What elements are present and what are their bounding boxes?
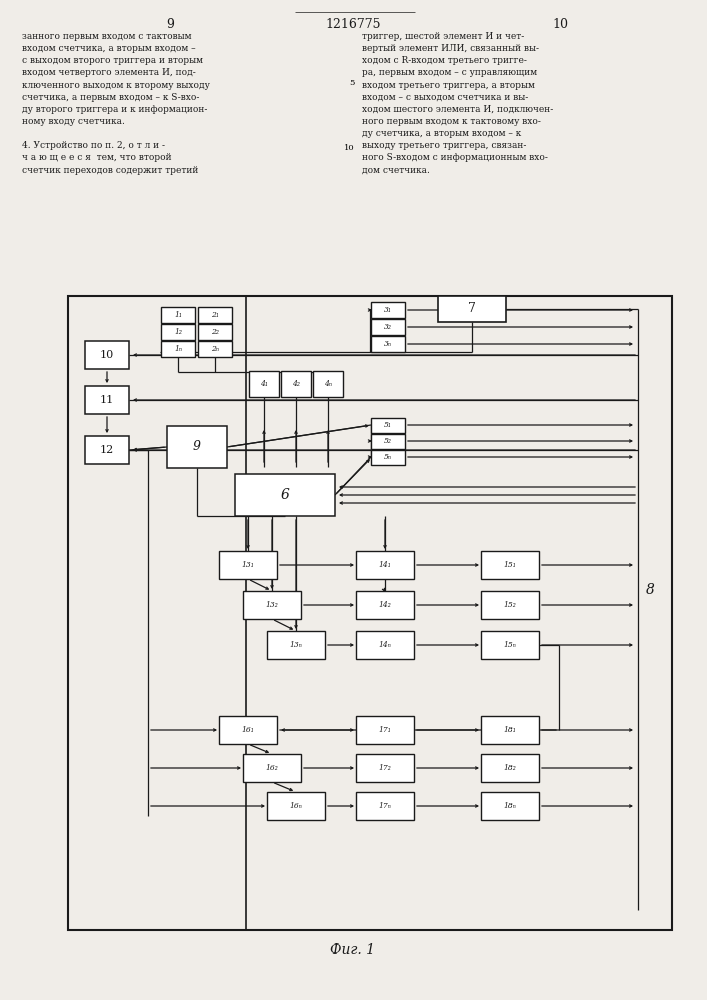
Text: 18₂: 18₂ (503, 764, 516, 772)
Bar (198, 324, 232, 340)
Bar (356, 631, 414, 659)
Bar (267, 792, 325, 820)
Bar (198, 307, 232, 323)
Text: 15ₙ: 15ₙ (503, 641, 516, 649)
Text: 2₂: 2₂ (211, 328, 219, 336)
Text: 3ₙ: 3ₙ (384, 340, 392, 348)
Bar (161, 307, 195, 323)
Text: 15₂: 15₂ (503, 601, 516, 609)
Bar (85, 386, 129, 414)
Text: 7: 7 (468, 302, 476, 316)
Bar (219, 716, 277, 744)
Text: занного первым входом с тактовым
входом счетчика, а вторым входом –
с выходом вт: занного первым входом с тактовым входом … (22, 32, 210, 175)
Text: 3₁: 3₁ (384, 306, 392, 314)
Text: триггер, шестой элемент И и чет-
вертый элемент ИЛИ, связанный вы-
ходом с R-вхо: триггер, шестой элемент И и чет- вертый … (362, 32, 554, 175)
Bar (85, 436, 129, 464)
Text: 1ₙ: 1ₙ (174, 345, 182, 353)
Bar (68, 296, 672, 930)
Text: 14₂: 14₂ (379, 601, 392, 609)
Bar (481, 792, 539, 820)
Text: 18ₙ: 18ₙ (503, 802, 516, 810)
Text: 18₁: 18₁ (503, 726, 516, 734)
Bar (243, 591, 301, 619)
Text: 16₂: 16₂ (266, 764, 279, 772)
Text: Фиг. 1: Фиг. 1 (330, 943, 375, 957)
Bar (371, 336, 405, 352)
Bar (161, 341, 195, 357)
Bar (481, 631, 539, 659)
Text: 13₁: 13₁ (242, 561, 255, 569)
Text: 16₁: 16₁ (242, 726, 255, 734)
Bar (438, 296, 506, 322)
Bar (267, 631, 325, 659)
Bar (481, 716, 539, 744)
Bar (481, 551, 539, 579)
Bar (356, 591, 414, 619)
Text: 4₁: 4₁ (260, 380, 268, 388)
Text: 15₁: 15₁ (503, 561, 516, 569)
Bar (356, 792, 414, 820)
Bar (371, 319, 405, 335)
Bar (167, 426, 227, 468)
Text: 5₁: 5₁ (384, 421, 392, 429)
Text: 10: 10 (344, 144, 355, 152)
Text: 12: 12 (100, 445, 114, 455)
Text: 14ₙ: 14ₙ (378, 641, 392, 649)
Text: 14₁: 14₁ (379, 561, 392, 569)
Text: 13₂: 13₂ (266, 601, 279, 609)
Bar (198, 341, 232, 357)
Bar (161, 324, 195, 340)
Bar (356, 551, 414, 579)
Text: 8: 8 (645, 583, 655, 597)
Text: 2ₙ: 2ₙ (211, 345, 219, 353)
Text: 1₁: 1₁ (174, 311, 182, 319)
Text: 4₂: 4₂ (292, 380, 300, 388)
Text: 9: 9 (166, 18, 174, 31)
Text: 2₁: 2₁ (211, 311, 219, 319)
Text: 17ₙ: 17ₙ (378, 802, 392, 810)
Text: 4ₙ: 4ₙ (324, 380, 332, 388)
Bar (371, 418, 405, 432)
Bar (481, 591, 539, 619)
Text: 5ₙ: 5ₙ (384, 453, 392, 461)
Text: 13ₙ: 13ₙ (290, 641, 303, 649)
Text: 1₂: 1₂ (174, 328, 182, 336)
Bar (249, 371, 279, 397)
Bar (356, 716, 414, 744)
Bar (313, 371, 343, 397)
Text: 10: 10 (552, 18, 568, 31)
Text: 17₁: 17₁ (379, 726, 392, 734)
Bar (371, 302, 405, 318)
Bar (371, 450, 405, 464)
Bar (68, 296, 246, 930)
Bar (243, 754, 301, 782)
Bar (481, 754, 539, 782)
Text: 17₂: 17₂ (379, 764, 392, 772)
Bar (371, 434, 405, 448)
Bar (219, 551, 277, 579)
Bar (85, 341, 129, 369)
Text: 10: 10 (100, 350, 114, 360)
Text: 3₂: 3₂ (384, 323, 392, 331)
Text: 11: 11 (100, 395, 114, 405)
Bar (235, 474, 335, 516)
Text: 5₂: 5₂ (384, 437, 392, 445)
Text: 5: 5 (350, 79, 355, 87)
Text: 16ₙ: 16ₙ (290, 802, 303, 810)
Text: 1216775: 1216775 (325, 18, 381, 31)
Text: 6: 6 (281, 488, 289, 502)
Text: 9: 9 (193, 440, 201, 454)
Bar (356, 754, 414, 782)
Bar (281, 371, 311, 397)
